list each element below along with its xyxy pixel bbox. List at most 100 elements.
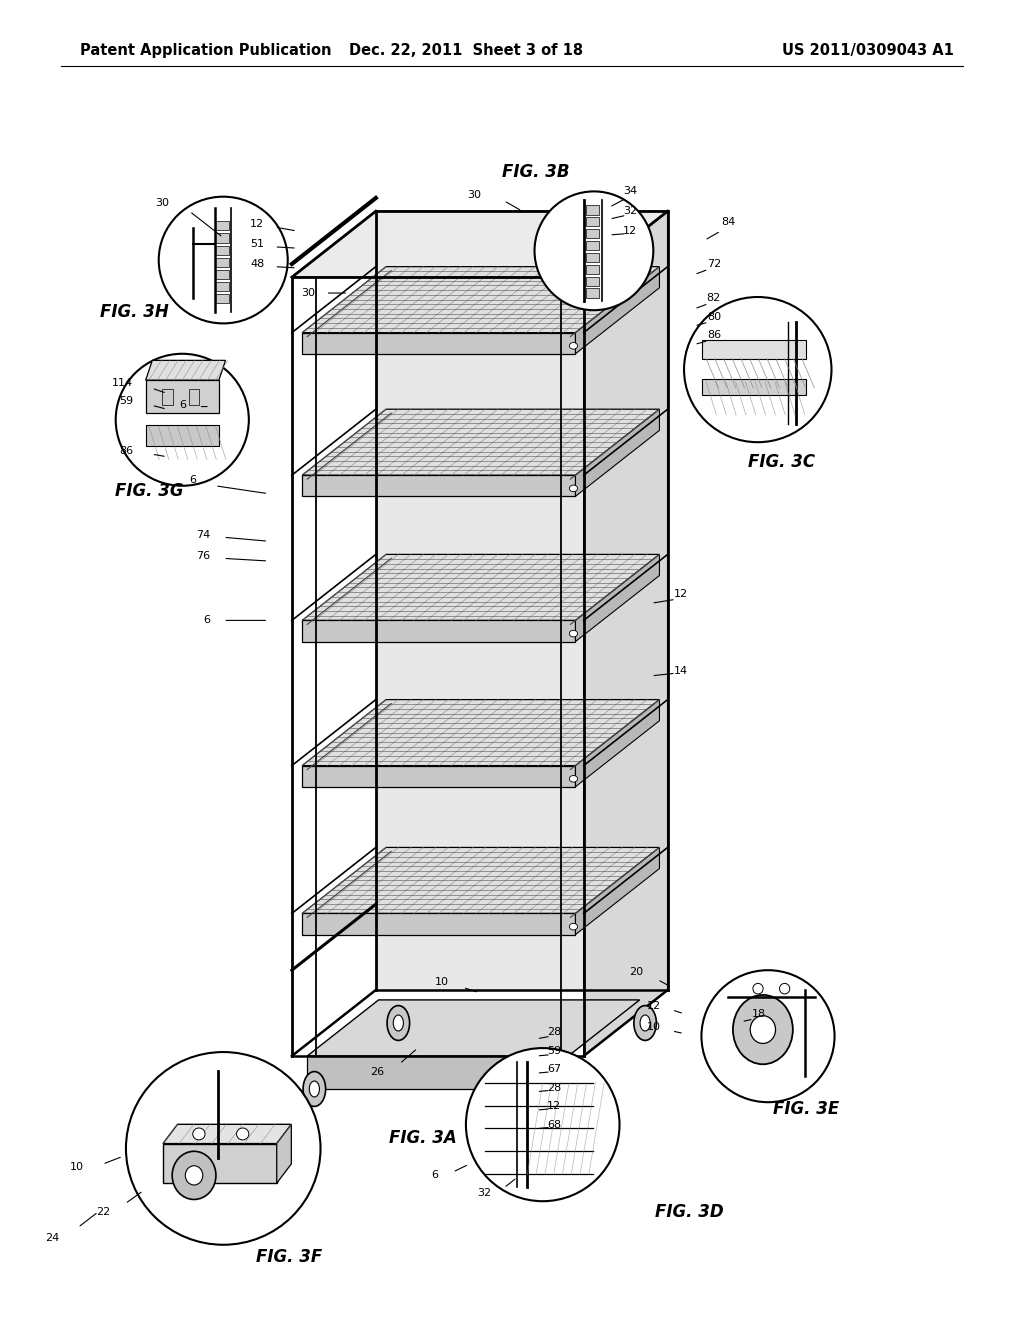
Text: 30: 30 (467, 190, 481, 201)
Polygon shape (302, 475, 575, 496)
Ellipse shape (556, 1081, 566, 1097)
Ellipse shape (466, 1048, 620, 1201)
Polygon shape (276, 1125, 291, 1183)
Text: 24: 24 (45, 1233, 59, 1243)
Ellipse shape (309, 1081, 319, 1097)
Text: 34: 34 (623, 186, 637, 197)
Text: FIG. 3A: FIG. 3A (389, 1129, 457, 1147)
Polygon shape (702, 341, 806, 359)
Ellipse shape (185, 1166, 203, 1185)
Ellipse shape (701, 970, 835, 1102)
Ellipse shape (569, 486, 578, 491)
Text: 22: 22 (96, 1206, 111, 1217)
Text: 59: 59 (119, 396, 133, 407)
Bar (586, 277, 599, 286)
Ellipse shape (684, 297, 831, 442)
Text: 6: 6 (203, 615, 210, 626)
Text: 12: 12 (674, 589, 688, 599)
Polygon shape (145, 380, 219, 413)
Bar (162, 389, 172, 405)
Text: 10: 10 (70, 1162, 84, 1172)
Bar (586, 252, 599, 261)
Polygon shape (163, 1125, 291, 1143)
Polygon shape (145, 425, 219, 446)
Ellipse shape (550, 1072, 572, 1106)
Ellipse shape (569, 631, 578, 638)
Bar (216, 269, 229, 279)
Text: US 2011/0309043 A1: US 2011/0309043 A1 (782, 42, 954, 58)
Text: FIG. 3G: FIG. 3G (115, 482, 183, 500)
Ellipse shape (535, 191, 653, 310)
Text: 74: 74 (196, 529, 210, 540)
Ellipse shape (303, 1072, 326, 1106)
Text: 12: 12 (547, 1101, 561, 1111)
Ellipse shape (159, 197, 288, 323)
Polygon shape (302, 700, 659, 766)
Polygon shape (584, 211, 668, 1056)
Text: FIG. 3F: FIG. 3F (256, 1247, 323, 1266)
Text: 32: 32 (623, 206, 637, 216)
Ellipse shape (751, 1016, 775, 1043)
Text: 12: 12 (646, 1001, 660, 1011)
Text: 72: 72 (707, 259, 721, 269)
Polygon shape (575, 847, 659, 935)
Bar (586, 264, 599, 273)
Ellipse shape (733, 995, 793, 1064)
Text: 67: 67 (547, 1064, 561, 1074)
Text: Patent Application Publication: Patent Application Publication (80, 42, 332, 58)
Text: 20: 20 (629, 966, 643, 977)
Text: 48: 48 (250, 259, 264, 269)
Bar (216, 282, 229, 292)
Polygon shape (307, 1056, 568, 1089)
Text: 6: 6 (179, 400, 186, 411)
Bar (216, 246, 229, 255)
Text: FIG. 3D: FIG. 3D (655, 1203, 724, 1221)
Ellipse shape (640, 1015, 650, 1031)
Polygon shape (575, 700, 659, 787)
Text: 28: 28 (547, 1027, 561, 1038)
Ellipse shape (126, 1052, 321, 1245)
Text: 59: 59 (547, 1045, 561, 1056)
Ellipse shape (753, 983, 763, 994)
Polygon shape (302, 847, 659, 913)
Ellipse shape (387, 1006, 410, 1040)
Polygon shape (376, 211, 668, 990)
Text: FIG. 3C: FIG. 3C (748, 453, 815, 471)
Ellipse shape (569, 343, 578, 348)
Text: 86: 86 (119, 446, 133, 457)
Ellipse shape (569, 776, 578, 781)
Polygon shape (307, 1001, 640, 1056)
Text: 84: 84 (721, 216, 735, 227)
Ellipse shape (393, 1015, 403, 1031)
Text: 10: 10 (646, 1022, 660, 1032)
Ellipse shape (116, 354, 249, 486)
Polygon shape (292, 211, 668, 277)
Bar (586, 230, 599, 238)
Text: FIG. 3H: FIG. 3H (100, 302, 169, 321)
Ellipse shape (237, 1129, 249, 1140)
Text: 12: 12 (623, 226, 637, 236)
Polygon shape (302, 554, 659, 620)
Text: 6: 6 (189, 475, 197, 486)
Polygon shape (575, 409, 659, 496)
Polygon shape (575, 267, 659, 354)
Polygon shape (302, 267, 659, 333)
Polygon shape (302, 409, 659, 475)
Text: 30: 30 (301, 288, 315, 298)
Ellipse shape (172, 1151, 216, 1200)
Text: 12: 12 (250, 219, 264, 230)
Text: 76: 76 (196, 550, 210, 561)
Ellipse shape (779, 983, 790, 994)
Text: 6: 6 (431, 1170, 438, 1180)
Text: 82: 82 (707, 293, 721, 304)
Text: 32: 32 (477, 1188, 492, 1199)
Bar (216, 257, 229, 267)
Text: 51: 51 (250, 239, 264, 249)
Ellipse shape (193, 1129, 205, 1140)
Text: 86: 86 (707, 330, 721, 341)
Polygon shape (163, 1143, 276, 1183)
Bar (586, 242, 599, 251)
Bar (188, 389, 199, 405)
Text: FIG. 3E: FIG. 3E (773, 1100, 840, 1118)
Bar (216, 234, 229, 243)
